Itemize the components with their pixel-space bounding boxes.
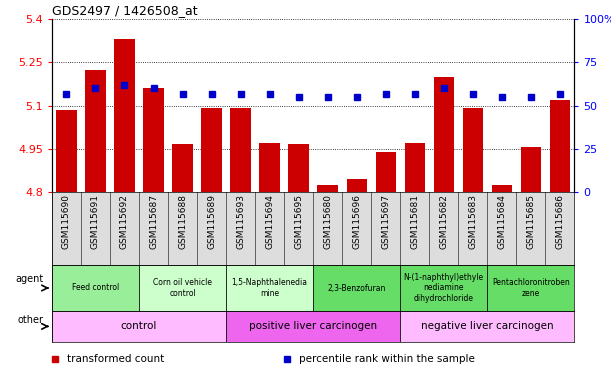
Text: positive liver carcinogen: positive liver carcinogen (249, 321, 377, 331)
Text: GSM115686: GSM115686 (555, 194, 565, 249)
Text: GSM115682: GSM115682 (439, 194, 448, 249)
Text: 2,3-Benzofuran: 2,3-Benzofuran (327, 283, 386, 293)
Text: GSM115697: GSM115697 (381, 194, 390, 249)
Bar (139, 265, 226, 311)
Bar (144, 88, 164, 192)
Bar (434, 77, 454, 192)
Text: GSM115693: GSM115693 (236, 194, 245, 249)
Bar (172, 144, 192, 192)
Bar (521, 147, 541, 192)
Bar (400, 265, 488, 311)
Text: other: other (17, 315, 43, 325)
Bar (376, 152, 396, 192)
Text: GSM115692: GSM115692 (120, 194, 129, 249)
Bar (226, 265, 313, 311)
Text: GSM115689: GSM115689 (207, 194, 216, 249)
Bar (550, 100, 570, 192)
Text: GDS2497 / 1426508_at: GDS2497 / 1426508_at (52, 3, 197, 17)
Bar (230, 109, 251, 192)
Text: GSM115695: GSM115695 (294, 194, 303, 249)
Text: negative liver carcinogen: negative liver carcinogen (421, 321, 554, 331)
Text: GSM115683: GSM115683 (468, 194, 477, 249)
Bar (400, 311, 574, 342)
Bar (288, 144, 309, 192)
Text: Corn oil vehicle
control: Corn oil vehicle control (153, 278, 212, 298)
Bar (260, 143, 280, 192)
Text: GSM115680: GSM115680 (323, 194, 332, 249)
Text: GSM115685: GSM115685 (526, 194, 535, 249)
Bar (56, 110, 76, 192)
Bar (86, 70, 106, 192)
Text: Feed control: Feed control (72, 283, 119, 293)
Text: GSM115687: GSM115687 (149, 194, 158, 249)
Text: control: control (121, 321, 157, 331)
Text: GSM115684: GSM115684 (497, 194, 507, 249)
Bar (492, 185, 512, 192)
Bar (318, 185, 338, 192)
Text: Pentachloronitroben
zene: Pentachloronitroben zene (492, 278, 569, 298)
Text: GSM115690: GSM115690 (62, 194, 71, 249)
Bar (346, 179, 367, 192)
Text: percentile rank within the sample: percentile rank within the sample (299, 354, 475, 364)
Bar (52, 265, 139, 311)
Text: GSM115694: GSM115694 (265, 194, 274, 249)
Text: N-(1-naphthyl)ethyle
nediamine
dihydrochloride: N-(1-naphthyl)ethyle nediamine dihydroch… (404, 273, 484, 303)
Text: 1,5-Naphthalenedia
mine: 1,5-Naphthalenedia mine (232, 278, 307, 298)
Text: GSM115691: GSM115691 (91, 194, 100, 249)
Bar (202, 109, 222, 192)
Bar (404, 143, 425, 192)
Text: agent: agent (15, 274, 43, 284)
Bar (226, 311, 400, 342)
Text: GSM115681: GSM115681 (410, 194, 419, 249)
Text: GSM115688: GSM115688 (178, 194, 187, 249)
Bar (488, 265, 574, 311)
Bar (313, 265, 400, 311)
Text: GSM115696: GSM115696 (352, 194, 361, 249)
Text: transformed count: transformed count (67, 354, 164, 364)
Bar (52, 311, 226, 342)
Bar (114, 40, 134, 192)
Bar (463, 109, 483, 192)
